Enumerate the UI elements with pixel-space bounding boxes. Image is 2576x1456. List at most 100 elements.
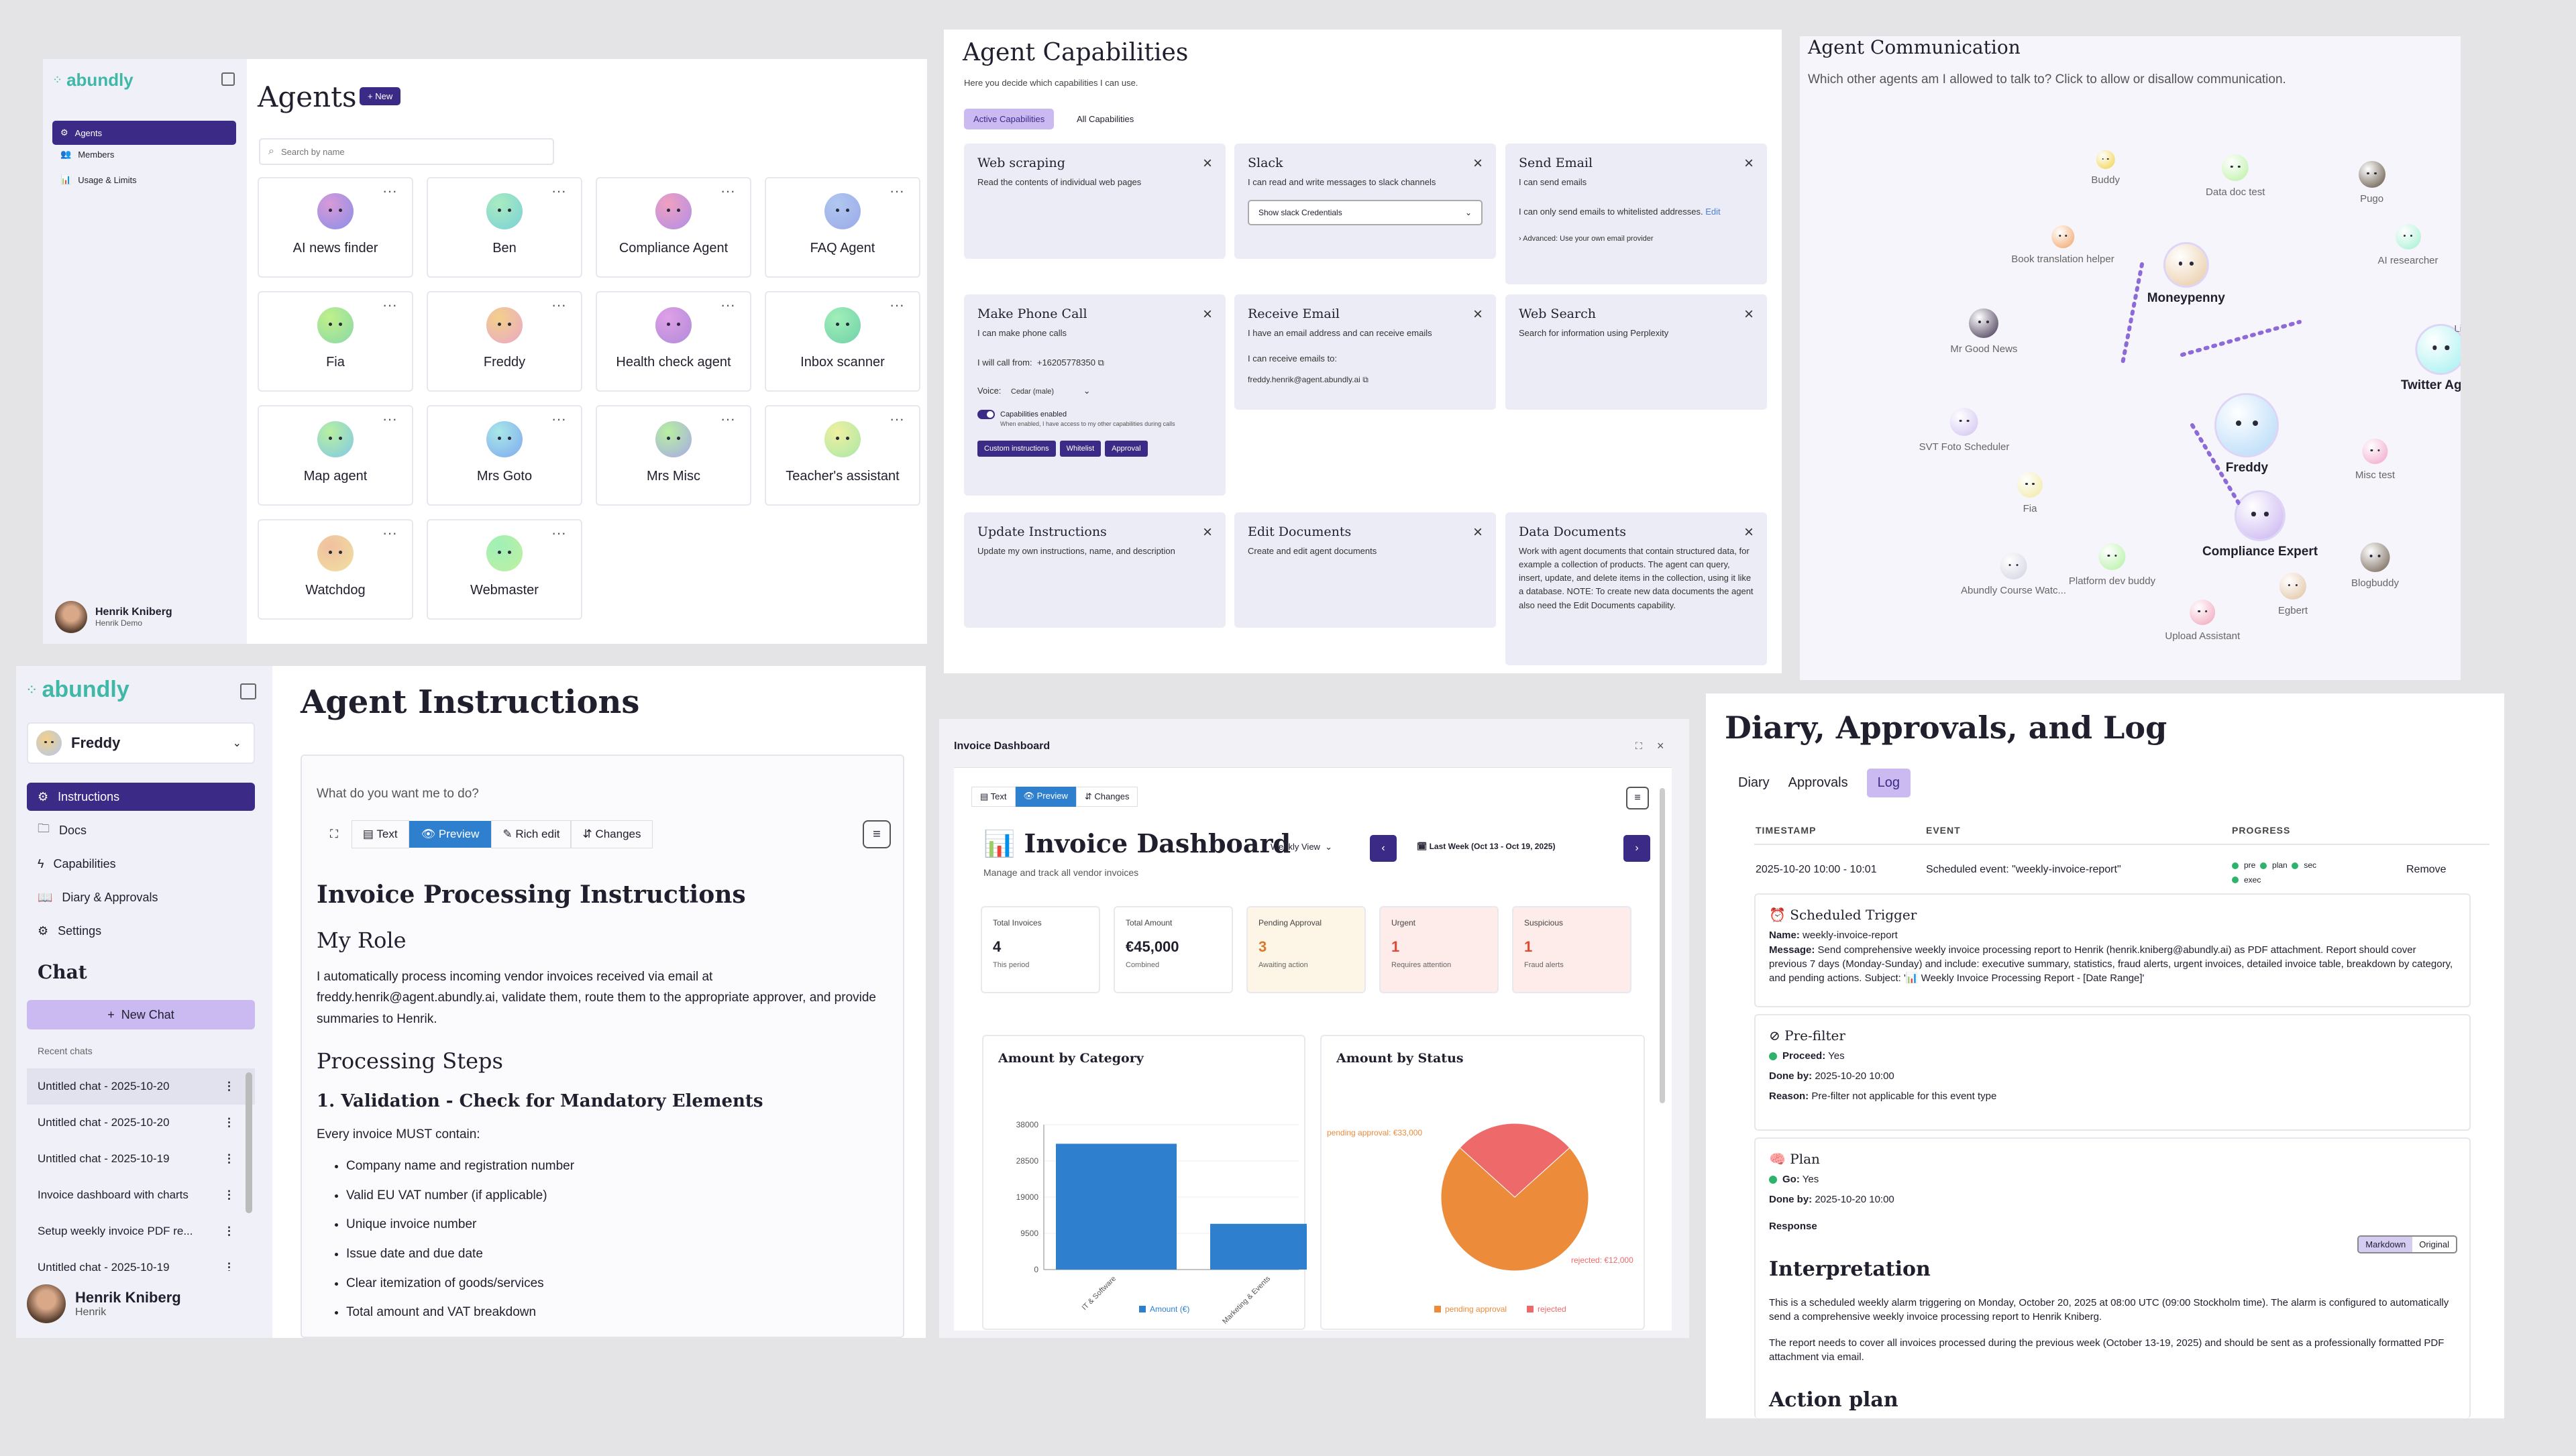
close-icon[interactable]: × [1202, 523, 1212, 541]
recent-chat-item[interactable]: Setup weekly invoice PDF re... ⋮ [27, 1213, 255, 1249]
agent-node[interactable]: Platform dev buddy [2069, 543, 2155, 587]
tab-text[interactable]: ▤ Text [351, 820, 409, 848]
menu-icon[interactable]: ≡ [1626, 787, 1649, 809]
recent-chat-item[interactable]: Invoice dashboard with charts ⋮ [27, 1177, 255, 1213]
agent-node[interactable]: Abundly Course Watc... [1961, 553, 2066, 596]
more-options-icon[interactable]: ··· [551, 296, 566, 313]
agent-node[interactable]: AI researcher [2377, 224, 2438, 266]
advanced-email-toggle[interactable]: › Advanced: Use your own email provider [1519, 233, 1754, 245]
agent-selector[interactable]: Freddy ⌄ [27, 722, 255, 764]
more-options-icon[interactable]: ··· [890, 296, 904, 313]
agent-node[interactable]: Buddy [2091, 150, 2120, 186]
more-options-icon[interactable]: ··· [720, 410, 735, 427]
more-options-icon[interactable]: ··· [720, 296, 735, 313]
agent-card[interactable]: ··· Compliance Agent [596, 177, 751, 278]
slack-credentials-select[interactable]: Show slack Credentials ⌄ [1248, 200, 1483, 226]
agent-node[interactable]: SVT Foto Scheduler [1919, 408, 2009, 453]
tab-log[interactable]: Log [1866, 769, 1911, 797]
brand-logo[interactable]: ⁘ abundly [25, 677, 129, 703]
more-options-icon[interactable]: ··· [551, 182, 566, 199]
recent-chat-item[interactable]: Untitled chat - 2025-10-19 ⋮ [27, 1249, 255, 1271]
view-select[interactable]: Weekly View ⌄ [1271, 842, 1333, 852]
nav-instructions[interactable]: ⚙ Instructions [27, 783, 255, 811]
more-options-icon[interactable]: ··· [720, 182, 735, 199]
tab-preview[interactable]: 👁 Preview [409, 821, 492, 848]
user-profile[interactable]: Henrik Kniberg Henrik [27, 1284, 181, 1323]
tab-rich-edit[interactable]: ✎ Rich edit [491, 820, 572, 848]
agent-node[interactable]: Pugo [2358, 161, 2385, 205]
close-icon[interactable]: × [1202, 305, 1212, 323]
close-icon[interactable]: × [1472, 523, 1483, 541]
tab-approvals[interactable]: Approvals [1788, 775, 1848, 790]
remove-button[interactable]: Remove [2406, 864, 2447, 875]
chevron-down-icon[interactable]: ⌄ [1083, 386, 1091, 396]
close-icon[interactable]: × [1743, 154, 1754, 172]
agent-card[interactable]: ··· Freddy [427, 291, 582, 392]
close-icon[interactable]: × [1472, 154, 1483, 172]
agent-node[interactable]: Compliance Expert [2202, 492, 2318, 559]
nav-diary[interactable]: 📖 Diary & Approvals [27, 883, 255, 911]
prev-week-button[interactable]: ‹ [1370, 835, 1397, 862]
more-options-icon[interactable]: ··· [890, 182, 904, 199]
agent-node[interactable]: Mr Good News [1950, 309, 2017, 355]
pie-slice[interactable] [1459, 1123, 1570, 1198]
agent-card[interactable]: ··· Teacher's assistant [765, 405, 920, 506]
nav-settings[interactable]: ⚙ Settings [27, 917, 255, 945]
edit-whitelist-link[interactable]: Edit [1705, 207, 1721, 217]
chat-menu-icon[interactable]: ⋮ [223, 1225, 235, 1237]
tab-diary[interactable]: Diary [1738, 775, 1770, 790]
agent-card[interactable]: ··· Webmaster [427, 519, 582, 620]
voice-select[interactable]: Cedar (male) [1010, 388, 1055, 396]
close-icon[interactable]: × [1202, 154, 1212, 172]
agent-card[interactable]: ··· Watchdog [258, 519, 413, 620]
tab-active-capabilities[interactable]: Active Capabilities [964, 109, 1055, 129]
search-box[interactable]: ⌕ [259, 138, 554, 165]
format-markdown[interactable]: Markdown [2359, 1237, 2413, 1252]
chat-menu-icon[interactable]: ⋮ [223, 1152, 235, 1165]
menu-icon[interactable]: ≡ [863, 820, 891, 848]
collapse-sidebar-icon[interactable] [221, 72, 235, 86]
more-options-icon[interactable]: ··· [382, 182, 397, 199]
agent-node[interactable]: Misc test [2355, 439, 2395, 481]
agent-card[interactable]: ··· Fia [258, 291, 413, 392]
agent-card[interactable]: ··· AI news finder [258, 177, 413, 278]
next-week-button[interactable]: › [1623, 835, 1650, 862]
agent-card[interactable]: ··· FAQ Agent [765, 177, 920, 278]
tab-changes[interactable]: ⇵ Changes [1075, 787, 1138, 807]
close-icon[interactable]: × [1743, 523, 1754, 541]
custom-instructions-button[interactable]: Custom instructions [977, 441, 1056, 457]
format-original[interactable]: Original [2419, 1239, 2449, 1249]
tab-changes[interactable]: ⇵ Changes [571, 820, 653, 848]
dashboard-scrollbar[interactable] [1660, 788, 1665, 1103]
log-row[interactable]: 2025-10-20 10:00 - 10:01 Scheduled event… [1754, 852, 2489, 905]
new-agent-button[interactable]: + New [360, 87, 401, 105]
nav-docs[interactable]: 🗀 Docs [27, 816, 255, 844]
nav-capabilities[interactable]: ϟ Capabilities [27, 850, 255, 878]
bar[interactable] [1056, 1143, 1177, 1270]
expand-window-icon[interactable]: ⛶ [1635, 740, 1642, 751]
copy-icon[interactable]: ⧉ [1097, 357, 1104, 368]
agent-node[interactable]: Librarian [2454, 292, 2461, 335]
agent-node[interactable]: Data doc test [2206, 154, 2265, 198]
close-window-icon[interactable]: × [1657, 739, 1664, 752]
search-input[interactable] [280, 146, 536, 157]
agent-node[interactable]: Fia [2017, 472, 2043, 514]
tab-preview[interactable]: 👁 Preview [1015, 787, 1076, 807]
recent-chat-item[interactable]: Untitled chat - 2025-10-20 ⋮ [27, 1068, 255, 1105]
nav-members[interactable]: 👥 Members [60, 149, 114, 160]
copy-icon[interactable]: ⧉ [1362, 375, 1368, 385]
pie-slice[interactable] [1440, 1147, 1589, 1272]
more-options-icon[interactable]: ··· [382, 410, 397, 427]
tab-all-capabilities[interactable]: All Capabilities [1077, 114, 1134, 124]
agent-node[interactable]: Book translation helper [2011, 225, 2114, 265]
close-icon[interactable]: × [1743, 305, 1754, 323]
brand-logo[interactable]: ⁘ abundly [52, 70, 133, 91]
nav-usage[interactable]: 📊 Usage & Limits [60, 174, 137, 185]
expand-icon[interactable]: ⛶ [330, 828, 338, 840]
recent-chat-item[interactable]: Untitled chat - 2025-10-20 ⋮ [27, 1105, 255, 1141]
agent-node[interactable]: Egbert [2278, 573, 2308, 616]
close-icon[interactable]: × [1472, 305, 1483, 323]
agent-node[interactable]: Freddy [2216, 395, 2277, 475]
agent-card[interactable]: ··· Health check agent [596, 291, 751, 392]
more-options-icon[interactable]: ··· [551, 524, 566, 541]
